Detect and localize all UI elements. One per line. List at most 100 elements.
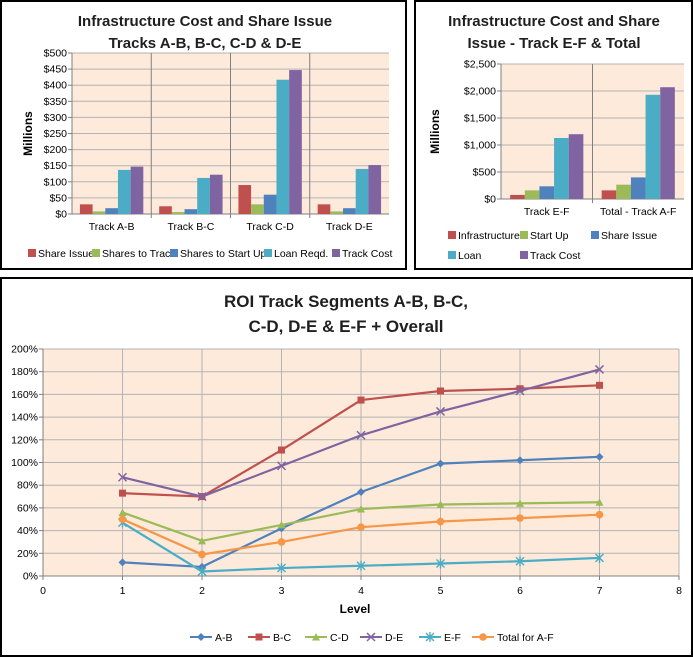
data-point	[277, 563, 286, 574]
y-tick-label: $100	[44, 176, 68, 188]
bar	[130, 166, 144, 214]
data-point	[198, 536, 206, 545]
y-tick-label: 40%	[17, 525, 38, 537]
x-tick-label: Track D-E	[326, 221, 373, 233]
data-point	[357, 396, 365, 404]
data-point	[276, 461, 287, 471]
y-tick-label: $2,000	[464, 86, 496, 98]
x-tick-label: 0	[40, 585, 46, 597]
bar	[92, 211, 106, 214]
legend-swatch	[448, 231, 456, 239]
bar	[630, 177, 646, 199]
y-tick-label: $50	[49, 192, 67, 204]
bar	[355, 168, 369, 214]
data-point	[515, 556, 525, 567]
legend-label: Shares to Start Up	[180, 248, 267, 260]
legend-label: Track Cost	[342, 248, 392, 260]
legend-swatch	[332, 249, 340, 257]
y-tick-label: 120%	[11, 434, 38, 446]
legend-label: Infrastructure	[458, 230, 520, 242]
bar	[317, 204, 331, 214]
x-tick-label: 6	[517, 585, 523, 597]
legend-label: B-C	[273, 632, 292, 644]
x-tick-label: 3	[279, 585, 285, 597]
y-tick-label: $250	[44, 128, 68, 140]
legend-label: E-F	[444, 632, 461, 644]
chart-title-line: C-D, D-E & E-F + Overall	[248, 317, 443, 336]
data-point	[278, 446, 285, 454]
bar	[645, 94, 661, 199]
data-point	[436, 517, 445, 526]
chart-panel-tracks-ab-de: Infrastructure Cost and Share Issue Track…	[0, 0, 407, 270]
data-point	[277, 520, 286, 529]
bar	[660, 87, 675, 199]
data-point	[594, 364, 605, 374]
bar	[184, 209, 198, 214]
y-tick-label: $400	[44, 80, 68, 92]
legend-marker	[312, 633, 320, 641]
data-point	[197, 566, 207, 577]
data-point	[357, 505, 365, 513]
legend-marker	[425, 632, 435, 642]
legend-marker	[255, 633, 263, 641]
x-tick-label: 7	[597, 585, 603, 597]
y-tick-label: 80%	[17, 480, 38, 492]
data-point	[516, 385, 524, 393]
legend-swatch	[591, 231, 599, 239]
data-point	[117, 472, 128, 482]
data-point	[356, 430, 366, 440]
data-point	[118, 515, 127, 524]
x-tick-label: Total - Track A-F	[600, 206, 676, 218]
legend-label: Loan	[458, 250, 482, 262]
bar	[276, 79, 290, 214]
bar	[289, 70, 302, 214]
bar	[197, 177, 210, 214]
y-tick-label: $500	[473, 167, 497, 179]
data-point	[435, 406, 446, 416]
data-point	[515, 386, 525, 396]
bar	[368, 165, 382, 214]
legend-label: Share Issue	[601, 230, 657, 242]
y-tick-label: 100%	[11, 457, 38, 469]
bar	[79, 204, 93, 214]
legend-swatch	[170, 249, 178, 257]
bar-chart-ef-total: Infrastructure Cost and Share Issue - Tra…	[428, 13, 684, 262]
x-tick-label: Track A-B	[89, 221, 135, 233]
bar	[171, 212, 185, 214]
data-point	[436, 558, 445, 569]
y-tick-label: 20%	[17, 548, 38, 560]
data-point	[118, 558, 127, 567]
chart-title-line: Infrastructure Cost and Share	[448, 13, 660, 30]
data-point	[357, 523, 365, 531]
legend-swatch	[92, 249, 100, 257]
bar	[601, 190, 617, 199]
legend-marker	[479, 633, 487, 641]
data-point	[595, 552, 604, 563]
data-point	[516, 514, 524, 522]
bar-chart-tracks: Infrastructure Cost and Share Issue Track…	[21, 13, 392, 260]
chart-panel-roi: ROI Track Segments A-B, B-C, C-D, D-E & E…	[0, 277, 693, 657]
x-tick-label: Track B-C	[167, 221, 214, 233]
bar	[330, 211, 344, 214]
x-tick-label: 5	[438, 585, 444, 597]
bar	[238, 185, 252, 214]
chart-title-line: Tracks A-B, B-C, C-D & D-E	[109, 35, 302, 52]
x-tick-label: 2	[199, 585, 205, 597]
legend-swatch	[264, 249, 272, 257]
bar	[263, 194, 277, 214]
bar	[568, 134, 584, 199]
y-tick-label: 200%	[11, 344, 38, 356]
bar	[510, 194, 525, 199]
legend-swatch	[520, 251, 528, 259]
x-tick-label: Track C-D	[246, 221, 294, 233]
legend-label: Track Cost	[530, 250, 580, 262]
data-point	[596, 381, 603, 389]
y-tick-label: 60%	[17, 502, 38, 514]
bar	[539, 186, 555, 199]
legend-swatch	[28, 249, 36, 257]
legend-label: Share Issue	[38, 248, 94, 260]
bar	[251, 204, 264, 214]
legend-label: Total for A-F	[497, 632, 554, 644]
y-tick-label: $0	[484, 194, 496, 206]
legend-label: D-E	[385, 632, 403, 644]
